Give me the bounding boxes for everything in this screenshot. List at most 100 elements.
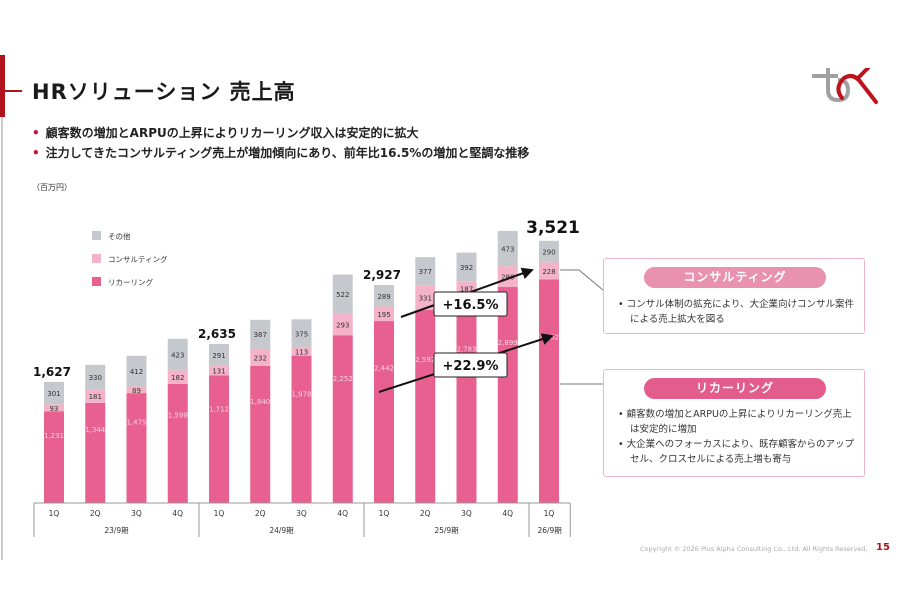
bar-segment <box>209 365 229 376</box>
bar-value-label: 377 <box>419 268 432 276</box>
x-tick-label: 1Q <box>49 509 60 518</box>
bar-value-label: 1,475 <box>126 419 146 427</box>
bar-segment <box>539 262 559 280</box>
bar-value-label: 375 <box>295 330 308 338</box>
bar-value-label: 2,592 <box>415 356 435 364</box>
bar-segment <box>332 313 353 336</box>
bar-segment <box>332 335 353 503</box>
bar-value-label: 280 <box>501 274 514 282</box>
x-tick-label: 2Q <box>90 509 101 518</box>
recurring-callout: リカーリング • 顧客数の増加とARPUの上昇によりリカーリング売上は安定的に増… <box>603 369 865 477</box>
bar-segment <box>126 393 147 503</box>
bar-segment <box>497 266 518 288</box>
bar-value-label: 89 <box>132 387 141 395</box>
bar-value-label: 423 <box>171 352 184 360</box>
page-number: 15 <box>876 542 890 553</box>
bar-value-label: 331 <box>419 295 432 303</box>
bar-value-label: 291 <box>212 352 225 360</box>
bar-segment <box>539 279 559 503</box>
x-tick-label: 2Q <box>255 509 266 518</box>
x-tick-label: 4Q <box>337 509 348 518</box>
x-tick-label: 2Q <box>420 509 431 518</box>
total-label: 2,927 <box>363 268 401 282</box>
bar-segment <box>415 257 436 286</box>
x-tick-label: 4Q <box>502 509 513 518</box>
callout-item: • 顧客数の増加とARPUの上昇によりリカーリング売上は安定的に増加 <box>618 409 852 435</box>
bar-value-label: 195 <box>377 311 390 319</box>
group-label: 26/9期 <box>537 526 561 535</box>
bar-value-label: 290 <box>542 249 555 257</box>
accent-bar <box>0 55 5 117</box>
legend-label: リカーリング <box>108 277 153 287</box>
bar-value-label: 522 <box>336 291 349 299</box>
bar-segment <box>539 240 559 263</box>
bar-segment <box>291 347 312 356</box>
group-label: 24/9期 <box>269 526 293 535</box>
bar-segment <box>497 287 518 503</box>
bar-value-label: 113 <box>295 348 308 356</box>
bar-segment <box>126 386 147 394</box>
bar-segment <box>209 375 229 503</box>
bar-value-label: 1,599 <box>168 412 188 420</box>
x-tick-label: 4Q <box>172 509 183 518</box>
bar-value-label: 232 <box>254 354 267 362</box>
bar-segment <box>291 319 312 348</box>
bar-value-label: 387 <box>254 331 267 339</box>
bar-segment <box>44 404 64 412</box>
bar-value-label: 228 <box>542 268 555 276</box>
connector-line <box>560 269 604 291</box>
bullet-text: 注力してきたコンサルティング売上が増加傾向にあり、前年比16.5%の増加と堅調な… <box>45 146 530 160</box>
legend-label: その他 <box>108 231 131 241</box>
growth-badge <box>433 352 508 378</box>
bar-value-label: 1,978 <box>291 390 311 398</box>
bar-value-label: 1,344 <box>85 426 106 434</box>
bar-segment <box>85 402 106 503</box>
side-line <box>1 117 3 560</box>
group-label: 23/9期 <box>104 526 128 535</box>
consulting-callout-title: コンサルティング <box>644 267 826 288</box>
bar-segment <box>167 338 188 371</box>
bar-segment <box>374 306 394 322</box>
bar-segment <box>374 321 394 503</box>
bar-value-label: 293 <box>336 321 349 329</box>
bar-segment <box>250 348 271 366</box>
bar-value-label: 181 <box>89 393 102 401</box>
group-label: 25/9期 <box>434 526 458 535</box>
bullet-2: • 注力してきたコンサルティング売上が増加傾向にあり、前年比16.5%の増加と堅調… <box>32 146 530 160</box>
bar-value-label: 301 <box>47 390 60 398</box>
bar-value-label: 2,442 <box>374 365 394 373</box>
copyright: Copyright © 2026 Plus Alpha Consulting C… <box>640 545 868 553</box>
bullet-1: • 顧客数の増加とARPUの上昇によりリカーリング収入は安定的に拡大 <box>32 126 419 140</box>
x-tick-label: 1Q <box>379 509 390 518</box>
x-tick-label: 3Q <box>296 509 307 518</box>
x-tick-label: 3Q <box>461 509 472 518</box>
bar-segment <box>44 381 64 405</box>
bar-segment <box>374 285 394 307</box>
bar-value-label: 2,899 <box>498 339 518 347</box>
bar-value-label: 330 <box>89 374 102 382</box>
bar-segment <box>456 295 477 503</box>
consulting-callout-list: • コンサル体制の拡充により、大企業向けコンサル案件による売上拡大を図る <box>618 297 856 327</box>
bar-segment <box>415 309 436 503</box>
legend-swatch <box>92 231 101 240</box>
bar-segment <box>291 355 312 503</box>
growth-badge <box>433 291 508 317</box>
legend-label: コンサルティング <box>108 254 168 264</box>
page-title: HRソリューション 売上高 <box>32 80 296 104</box>
title-marker <box>0 90 22 92</box>
bar-value-label: 1,231 <box>44 432 64 440</box>
bar-value-label: 392 <box>460 264 473 272</box>
bar-segment <box>126 355 147 387</box>
bar-segment <box>250 319 271 349</box>
unit-label: （百万円） <box>32 183 72 192</box>
bar-value-label: 2,783 <box>456 345 476 353</box>
bar-segment <box>85 389 106 403</box>
bar-segment <box>44 411 64 503</box>
bar-segment <box>209 344 229 366</box>
growth-label: +22.9% <box>443 359 499 374</box>
bar-segment <box>167 383 188 503</box>
bar-segment <box>415 285 436 310</box>
x-tick-label: 1Q <box>214 509 225 518</box>
bar-segment <box>497 230 518 267</box>
bar-value-label: 182 <box>171 374 184 382</box>
